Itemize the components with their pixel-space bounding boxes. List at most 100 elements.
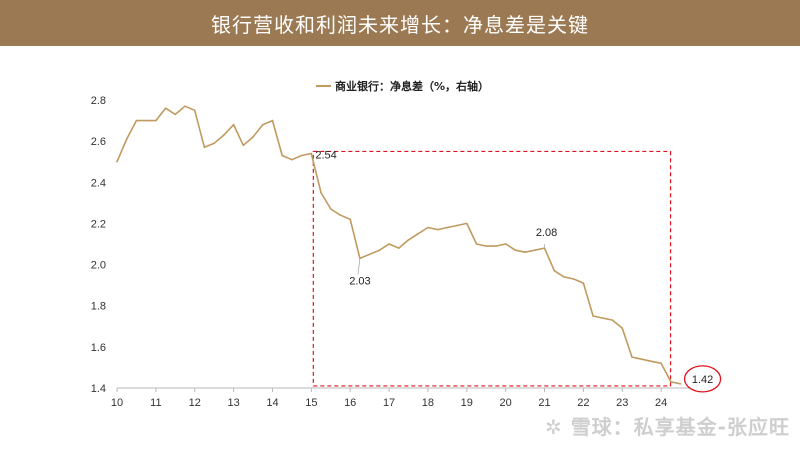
x-axis: 10 11 12 13 14 15 16 17 18 19 20 21 22 23 24 xyxy=(111,387,700,409)
data-point xyxy=(611,319,614,321)
snowball-logo-icon: ✲ xyxy=(544,415,571,439)
y-tick-label: 1.4 xyxy=(91,383,106,395)
data-point xyxy=(660,362,662,365)
data-point xyxy=(485,245,488,247)
data-point xyxy=(300,154,303,157)
data-point xyxy=(349,218,352,221)
page-title: 银行营收和利润未来增长：净息差是关键 xyxy=(211,12,589,37)
data-label: 1.42 xyxy=(692,374,713,386)
series-line xyxy=(116,105,681,385)
endpoint-circle xyxy=(683,365,722,393)
watermark-text: 雪球：私享基金-张应旺 xyxy=(570,415,790,439)
data-point xyxy=(145,119,147,122)
y-tick-label: 1.6 xyxy=(91,342,106,354)
x-tick-label: 22 xyxy=(577,397,589,409)
data-point xyxy=(631,356,633,358)
data-point xyxy=(184,105,186,107)
data-point xyxy=(378,249,381,251)
watermark: ✲ 雪球：私享基金-张应旺 xyxy=(545,411,790,440)
data-label: 2.08 xyxy=(536,227,557,239)
data-point xyxy=(679,383,682,385)
data-point xyxy=(466,222,468,225)
x-tick-label: 23 xyxy=(616,397,628,409)
highlight-box xyxy=(312,150,672,387)
y-tick-label: 2.4 xyxy=(91,177,106,189)
annotation-leader xyxy=(357,258,361,275)
data-point xyxy=(310,152,313,155)
y-tick-label: 2.8 xyxy=(91,95,106,107)
data-point xyxy=(417,232,420,235)
x-tick-label: 24 xyxy=(655,397,667,409)
data-point xyxy=(504,243,507,245)
data-point xyxy=(650,360,653,363)
x-tick-label: 20 xyxy=(500,397,512,409)
data-point xyxy=(534,249,536,251)
data-point xyxy=(621,327,624,330)
data-label: 2.03 xyxy=(349,275,370,287)
x-tick-label: 19 xyxy=(461,397,473,409)
data-point xyxy=(407,239,410,241)
data-point xyxy=(281,154,283,157)
data-point xyxy=(436,228,439,231)
data-point xyxy=(252,136,254,138)
y-tick-label: 2.6 xyxy=(91,136,106,148)
x-tick-label: 16 xyxy=(344,397,356,409)
data-point xyxy=(563,276,565,278)
x-tick-label: 11 xyxy=(150,397,161,409)
data-point xyxy=(572,278,575,280)
data-point xyxy=(427,226,429,229)
data-point xyxy=(135,119,138,122)
data-point xyxy=(388,243,390,245)
y-axis: 1.4 1.6 1.8 2.0 2.2 2.4 2.6 2.8 xyxy=(91,95,106,395)
data-point xyxy=(602,317,604,319)
data-point xyxy=(193,109,196,112)
data-point xyxy=(524,251,526,254)
x-tick-label: 17 xyxy=(383,397,395,409)
x-tick-label: 21 xyxy=(538,397,550,409)
data-point xyxy=(155,119,157,122)
title-bar: 银行营收和利润未来增长：净息差是关键 xyxy=(0,0,800,46)
x-tick-label: 18 xyxy=(422,397,434,409)
x-tick-label: 14 xyxy=(266,397,278,409)
data-point xyxy=(640,358,643,361)
data-point xyxy=(223,134,225,136)
data-point xyxy=(339,214,342,216)
data-point xyxy=(514,249,517,251)
x-tick-label: 12 xyxy=(189,397,201,409)
data-point xyxy=(553,269,556,272)
x-tick-label: 10 xyxy=(111,397,123,409)
chart-legend: 商业银行：净息差（%，右轴） xyxy=(316,79,489,93)
annotations-group: 2.54 2.03 2.08 1.42 xyxy=(315,149,722,393)
data-point xyxy=(291,158,293,161)
x-tick-label: 13 xyxy=(227,397,239,409)
data-point xyxy=(164,107,167,110)
data-point xyxy=(397,247,400,249)
data-point xyxy=(125,138,128,140)
y-tick-label: 2.0 xyxy=(91,260,106,272)
y-tick-label: 2.2 xyxy=(91,218,106,230)
data-point xyxy=(446,226,449,229)
data-point xyxy=(475,243,478,245)
x-tick-label: 15 xyxy=(305,397,317,409)
data-point xyxy=(592,315,594,317)
highlight-box-group xyxy=(312,150,672,387)
series-group xyxy=(116,105,682,385)
net-interest-margin-chart: 商业银行：净息差（%，右轴） 1.41.61.82.02.22.42.62.8 … xyxy=(91,79,722,409)
data-point xyxy=(203,146,206,149)
data-point xyxy=(670,381,672,383)
data-point xyxy=(368,253,371,256)
data-point xyxy=(116,160,118,163)
data-point xyxy=(329,208,332,210)
data-point xyxy=(261,123,264,126)
data-point xyxy=(174,113,177,116)
data-point xyxy=(213,142,215,144)
data-label: 2.54 xyxy=(315,149,336,161)
data-point xyxy=(232,123,235,126)
y-tick-label: 1.8 xyxy=(91,301,106,313)
data-point xyxy=(495,245,497,247)
data-point xyxy=(320,191,322,194)
data-point xyxy=(582,282,585,284)
data-point xyxy=(271,119,274,122)
legend-label: 商业银行：净息差（%，右轴） xyxy=(335,79,489,93)
data-point xyxy=(242,144,245,147)
